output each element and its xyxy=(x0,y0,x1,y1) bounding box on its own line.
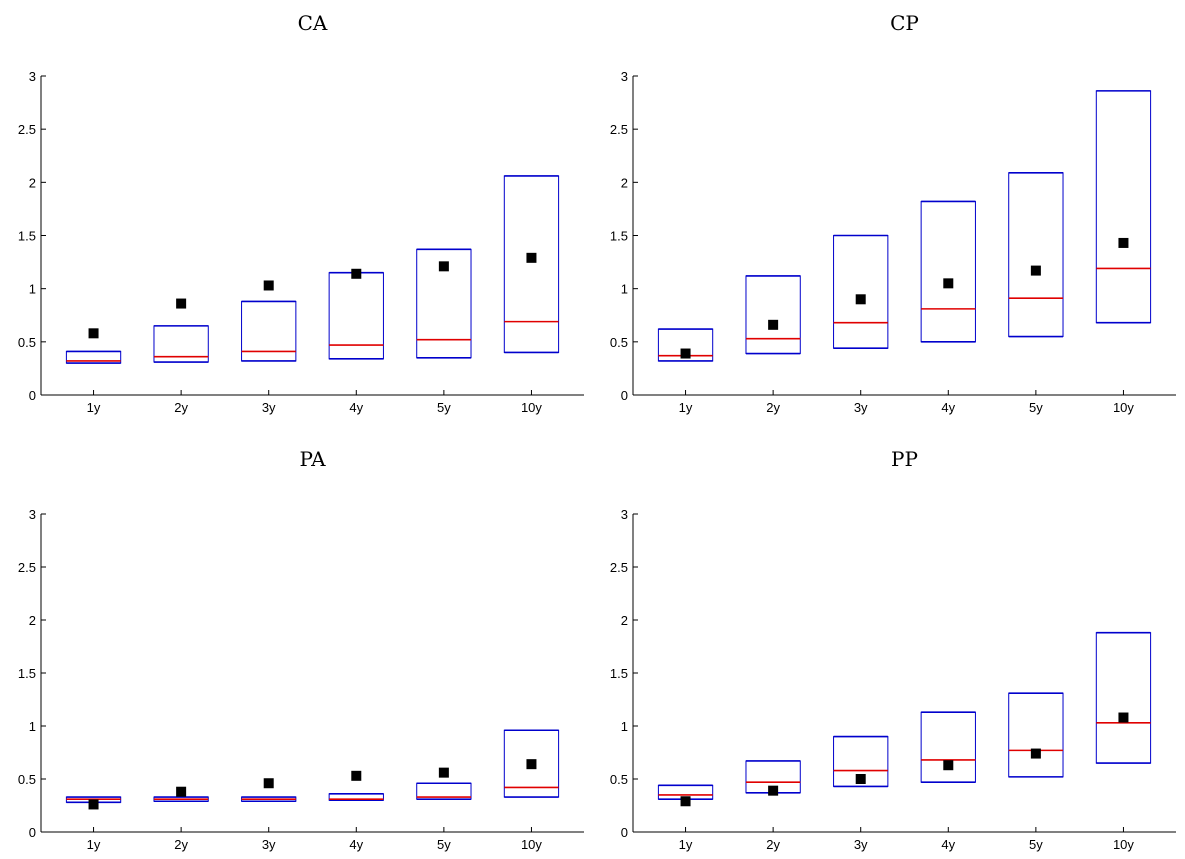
y-tick-label: 0.5 xyxy=(610,335,628,350)
y-tick-label: 2.5 xyxy=(610,560,628,575)
y-tick-label: 0 xyxy=(29,825,36,840)
marker-point-10y xyxy=(526,252,537,263)
y-tick-label: 0 xyxy=(29,388,36,403)
chart-title: PA xyxy=(299,447,326,471)
x-tick-label: 1y xyxy=(679,837,693,852)
y-tick-label: 2 xyxy=(29,613,36,628)
box-5y xyxy=(1008,172,1064,338)
y-tick-label: 2 xyxy=(621,613,628,628)
x-tick-label: 3y xyxy=(262,400,276,415)
x-tick-label: 4y xyxy=(349,400,363,415)
y-tick-label: 3 xyxy=(621,69,628,84)
chart-panel-pa: PA 0 0.5 1 1.5 2 2.5 3 1y 2y 3y 4y 5y 10y xyxy=(18,447,584,852)
x-tick-label: 1y xyxy=(679,400,693,415)
marker-point-4y xyxy=(351,268,362,279)
marker-point-3y xyxy=(263,280,274,291)
y-tick-label: 1.5 xyxy=(18,229,36,244)
chart-title: PP xyxy=(891,447,918,471)
marker-point-1y xyxy=(88,799,99,810)
x-tick-label: 1y xyxy=(87,837,101,852)
y-tick-label: 2 xyxy=(621,175,628,190)
y-tick-label: 1 xyxy=(29,719,36,734)
x-tick-label: 10y xyxy=(521,400,542,415)
y-tick-label: 3 xyxy=(621,507,628,522)
chart-title: CA xyxy=(298,11,328,35)
y-tick-label: 0 xyxy=(621,825,628,840)
marker-point-4y xyxy=(943,278,954,289)
box-10y xyxy=(1095,90,1152,324)
box-4y xyxy=(920,200,976,343)
marker-point-5y xyxy=(438,261,449,272)
marker-point-3y xyxy=(855,294,866,305)
marker-point-5y xyxy=(1030,265,1041,276)
y-tick-label: 1.5 xyxy=(610,229,628,244)
x-tick-label: 2y xyxy=(766,837,780,852)
y-tick-label: 0.5 xyxy=(610,772,628,787)
x-tick-label: 10y xyxy=(1113,837,1134,852)
x-tick-label: 4y xyxy=(349,837,363,852)
x-tick-label: 2y xyxy=(766,400,780,415)
x-tick-label: 5y xyxy=(1029,837,1043,852)
box-3y xyxy=(833,235,889,349)
marker-point-3y xyxy=(855,774,866,784)
box-5y xyxy=(1008,692,1064,778)
x-tick-label: 3y xyxy=(854,837,868,852)
x-tick-label: 5y xyxy=(437,400,451,415)
x-tick-label: 2y xyxy=(174,837,188,852)
x-tick-label: 5y xyxy=(437,837,451,852)
marker-point-2y xyxy=(176,298,187,309)
x-tick-label: 1y xyxy=(87,400,101,415)
box-10y xyxy=(1095,632,1152,764)
marker-point-3y xyxy=(263,778,274,789)
marker-point-5y xyxy=(438,767,449,778)
chart-panel-ca: CA 0 0.5 1 1.5 2 2.5 3 1y 2y 3y 4y 5y 10y xyxy=(18,11,584,415)
x-tick-label: 4y xyxy=(941,837,955,852)
box-4y xyxy=(328,272,384,360)
marker-point-4y xyxy=(943,760,954,771)
marker-point-2y xyxy=(768,785,779,796)
x-tick-label: 10y xyxy=(1113,400,1134,415)
y-tick-label: 3 xyxy=(29,507,36,522)
chart-panel-pp: PP 0 0.5 1 1.5 2 2.5 3 1y 2y 3y 4y 5y 10y xyxy=(610,447,1176,852)
y-tick-label: 2.5 xyxy=(18,122,36,137)
y-tick-label: 1.5 xyxy=(610,666,628,681)
y-tick-label: 0 xyxy=(621,388,628,403)
y-tick-label: 2.5 xyxy=(610,122,628,137)
y-tick-label: 0.5 xyxy=(18,772,36,787)
marker-point-1y xyxy=(88,328,99,339)
marker-point-10y xyxy=(1118,237,1129,248)
y-tick-label: 1 xyxy=(621,282,628,297)
x-tick-label: 2y xyxy=(174,400,188,415)
marker-point-4y xyxy=(351,770,362,781)
y-tick-label: 1 xyxy=(29,282,36,297)
marker-point-1y xyxy=(680,796,691,807)
marker-point-5y xyxy=(1030,748,1041,759)
x-tick-label: 10y xyxy=(521,837,542,852)
marker-point-2y xyxy=(176,786,187,797)
x-tick-label: 3y xyxy=(262,837,276,852)
marker-point-10y xyxy=(1118,712,1129,723)
x-tick-label: 4y xyxy=(941,400,955,415)
y-tick-label: 1.5 xyxy=(18,666,36,681)
y-tick-label: 2 xyxy=(29,175,36,190)
y-tick-label: 2.5 xyxy=(18,560,36,575)
x-tick-label: 5y xyxy=(1029,400,1043,415)
chart-title: CP xyxy=(890,11,919,35)
y-tick-label: 0.5 xyxy=(18,335,36,350)
y-tick-label: 3 xyxy=(29,69,36,84)
marker-point-10y xyxy=(526,759,537,770)
x-tick-label: 3y xyxy=(854,400,868,415)
marker-point-2y xyxy=(768,319,779,330)
y-tick-label: 1 xyxy=(621,719,628,734)
box-10y xyxy=(503,175,560,353)
box-2y xyxy=(745,275,801,355)
marker-point-1y xyxy=(680,348,691,359)
chart-panel-cp: CP 0 0.5 1 1.5 2 2.5 3 1y 2y 3y 4y 5y 10y xyxy=(610,11,1176,415)
box-4y xyxy=(920,711,976,783)
